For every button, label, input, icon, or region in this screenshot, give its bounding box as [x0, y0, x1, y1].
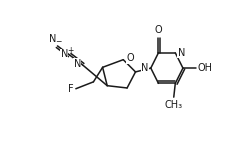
Text: +: + — [67, 46, 74, 55]
Text: CH₃: CH₃ — [165, 100, 183, 110]
Text: N: N — [178, 48, 185, 58]
Text: OH: OH — [197, 63, 212, 73]
Text: N: N — [61, 49, 68, 59]
Text: N: N — [141, 63, 148, 73]
Text: O: O — [155, 26, 162, 35]
Text: F: F — [68, 84, 74, 94]
Text: N: N — [74, 59, 81, 69]
Text: −: − — [56, 37, 62, 46]
Text: O: O — [126, 53, 134, 63]
Text: N: N — [49, 34, 56, 44]
